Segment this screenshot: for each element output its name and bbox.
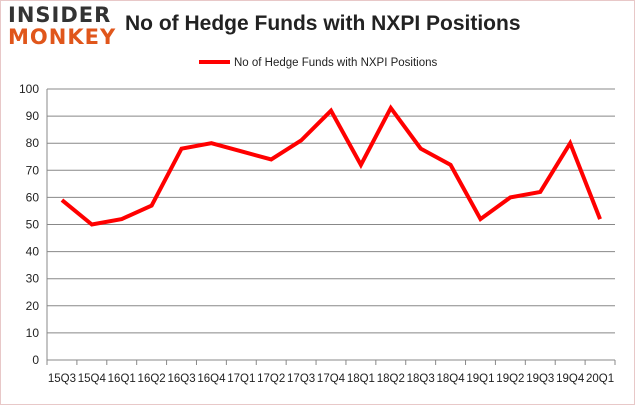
- series-line: [60, 104, 602, 227]
- y-tick-label: 80: [26, 136, 40, 150]
- x-tick-label: 18Q1: [347, 373, 375, 385]
- x-tick-label: 19Q3: [526, 373, 554, 385]
- insider-monkey-logo: INSIDER MONKEY: [8, 4, 116, 48]
- x-tick-label: 16Q4: [197, 373, 226, 385]
- x-tick-label: 15Q3: [48, 373, 76, 385]
- logo-line2: MONKEY: [8, 25, 117, 49]
- x-tick-label: 15Q4: [78, 373, 107, 385]
- x-tick-label: 16Q3: [167, 373, 195, 385]
- x-tick-label: 19Q1: [466, 373, 494, 385]
- y-tick-label: 40: [26, 245, 40, 259]
- y-tick-label: 20: [26, 299, 40, 313]
- x-tick-label: 18Q4: [437, 373, 466, 385]
- x-tick-label: 16Q1: [108, 373, 136, 385]
- x-tick-label: 17Q1: [227, 373, 255, 385]
- x-tick-label: 16Q2: [138, 373, 166, 385]
- x-tick-label: 20Q1: [586, 373, 614, 385]
- y-tick-label: 50: [26, 218, 40, 232]
- y-tick-label: 100: [19, 82, 39, 96]
- x-tick-label: 19Q4: [556, 373, 585, 385]
- chart-title: No of Hedge Funds with NXPI Positions: [125, 12, 521, 35]
- y-tick-label: 90: [26, 109, 40, 123]
- x-tick-label: 17Q4: [317, 373, 346, 385]
- y-tick-label: 10: [26, 326, 40, 340]
- legend-label: No of Hedge Funds with NXPI Positions: [234, 57, 438, 69]
- y-tick-label: 0: [32, 353, 39, 367]
- y-tick-label: 60: [26, 190, 40, 204]
- y-tick-label: 30: [26, 272, 40, 286]
- y-tick-label: 70: [26, 163, 40, 177]
- x-tick-label: 19Q2: [496, 373, 524, 385]
- x-tick-label: 18Q2: [377, 373, 405, 385]
- x-tick-label: 17Q3: [287, 373, 315, 385]
- x-tick-label: 17Q2: [257, 373, 285, 385]
- logo-line1: INSIDER: [8, 3, 112, 27]
- x-tick-label: 18Q3: [407, 373, 435, 385]
